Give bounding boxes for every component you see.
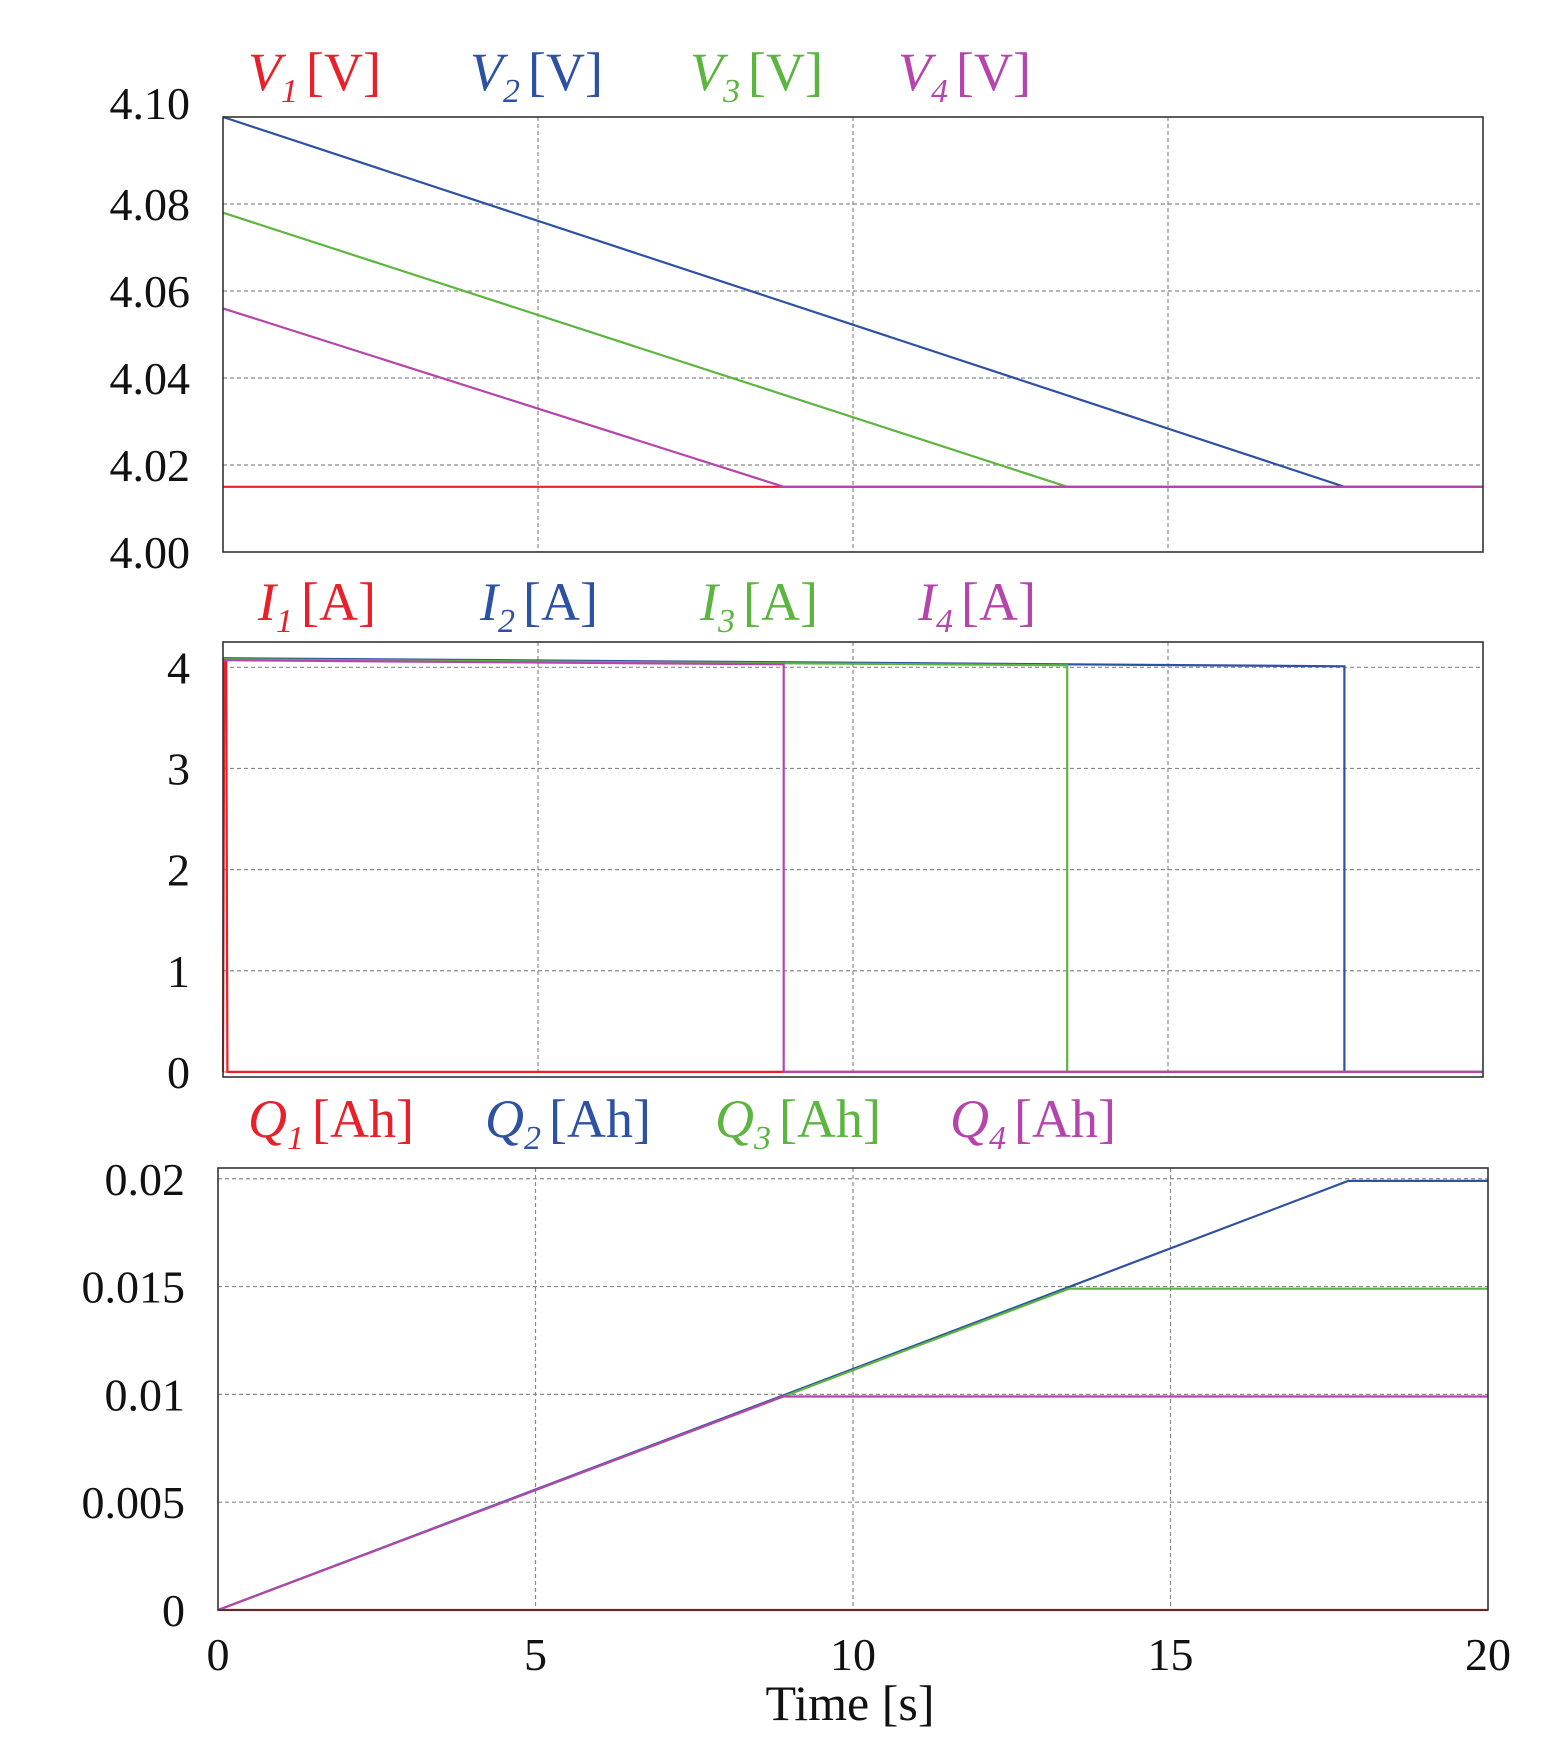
series-line-q4	[217, 1395, 1488, 1612]
x-tick-label: 15	[1148, 1629, 1194, 1680]
y-tick-label: 0	[167, 1047, 190, 1098]
series-line-i4	[222, 659, 1483, 1073]
panel-charge: 0 0.005 0.01 0.015 0.02 0 5 10 15 20 Q1 [Ah] Q2 [Ah] Q…	[82, 1089, 1512, 1680]
y-tick-label: 0.01	[105, 1369, 186, 1420]
legend-entry-q1: Q1 [Ah]	[248, 1089, 414, 1157]
y-tick-label: 0.015	[82, 1262, 186, 1313]
panel-voltage: 4.00 4.02 4.04 4.06 4.08 4.10 V1 [V] V2 [V] V3 [V] V…	[110, 42, 1484, 578]
y-tick-label: 4	[167, 642, 190, 693]
legend-entry-v2: V2 [V]	[470, 42, 603, 110]
y-tick-label: 1	[167, 946, 190, 997]
plot-frame	[217, 1167, 1489, 1611]
x-tick-label: 10	[830, 1629, 876, 1680]
x-tick-label: 5	[524, 1629, 547, 1680]
legend-entry-q2: Q2 [Ah]	[485, 1089, 651, 1157]
x-tick-label: 20	[1465, 1629, 1511, 1680]
legend-entry-i1: I1 [A]	[257, 572, 376, 640]
x-tick-label: 0	[207, 1629, 230, 1680]
legend-entry-v1: V1 [V]	[248, 42, 381, 110]
legend-entry-i2: I2 [A]	[479, 572, 598, 640]
y-tick-label: 4.10	[110, 78, 191, 129]
series-line-i1	[221, 661, 1483, 1073]
y-tick-label: 4.08	[110, 179, 191, 230]
legend-entry-v3: V3 [V]	[690, 42, 823, 110]
legend-entry-q3: Q3 [Ah]	[715, 1089, 881, 1157]
y-tick-label: 2	[167, 845, 190, 896]
y-tick-label: 0	[162, 1585, 185, 1636]
plot-frame	[222, 116, 1484, 553]
y-tick-label: 0.02	[105, 1154, 186, 1205]
y-tick-label: 4.04	[110, 353, 191, 404]
legend-entry-i3: I3 [A]	[699, 572, 818, 640]
y-tick-label: 4.02	[110, 440, 191, 491]
plot-frame	[222, 641, 1484, 1078]
y-tick-label: 4.06	[110, 266, 191, 317]
x-axis-label: Time [s]	[765, 1675, 934, 1731]
panel-current: 0 1 2 3 4 I1 [A] I2 [A] I3 [A] I4 [A]	[167, 572, 1484, 1098]
series-line-v4	[222, 307, 1483, 488]
y-tick-label: 3	[167, 743, 190, 794]
y-tick-label: 4.00	[110, 527, 191, 578]
legend-entry-q4: Q4 [Ah]	[950, 1089, 1116, 1157]
legend-entry-i4: I4 [A]	[917, 572, 1036, 640]
legend-entry-v4: V4 [V]	[898, 42, 1031, 110]
y-tick-label: 0.005	[82, 1477, 186, 1528]
